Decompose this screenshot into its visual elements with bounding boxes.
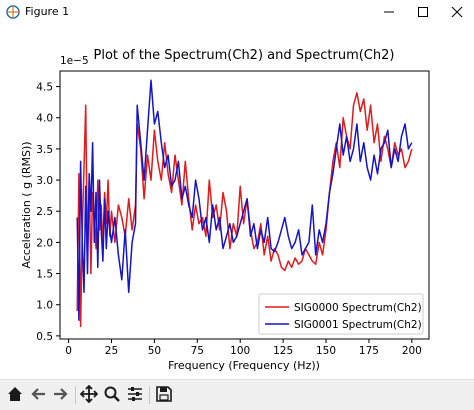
pan-button[interactable] <box>78 383 100 405</box>
configure-subplots-icon <box>128 387 142 401</box>
legend-label-sig0001: SIG0001 Spectrum(Ch2) <box>294 319 422 331</box>
x-tick-label: 50 <box>148 345 161 357</box>
home-button[interactable] <box>4 383 26 405</box>
x-tick-label: 150 <box>316 345 336 357</box>
window-title: Figure 1 <box>25 5 70 18</box>
maximize-icon <box>418 7 428 17</box>
y-tick-label: 0.5 <box>36 331 53 343</box>
configure-subplots-button[interactable] <box>124 383 146 405</box>
minimize-button[interactable] <box>372 0 406 24</box>
minimize-icon <box>384 11 394 13</box>
chart-title: Plot of the Spectrum(Ch2) and Spectrum(C… <box>94 48 395 63</box>
y-tick-label: 3.5 <box>36 144 53 156</box>
legend: SIG0000 Spectrum(Ch2) SIG0001 Spectrum(C… <box>258 293 424 335</box>
spectrum-chart: Plot of the Spectrum(Ch2) and Spectrum(C… <box>20 48 430 372</box>
figure-canvas[interactable]: Plot of the Spectrum(Ch2) and Spectrum(C… <box>0 24 474 379</box>
series-line-sig0000 <box>76 92 413 328</box>
y-tick-label: 2.5 <box>36 206 53 218</box>
y-offset-label: 1e−5 <box>60 55 89 67</box>
legend-box <box>258 293 424 335</box>
forward-button[interactable] <box>50 383 72 405</box>
toolbar-separator <box>149 386 150 404</box>
close-button[interactable] <box>440 0 474 24</box>
series-line-sig0001 <box>76 79 413 322</box>
save-icon <box>156 386 172 402</box>
x-tick-label: 125 <box>273 345 293 357</box>
toolbar-separator <box>75 386 76 404</box>
maximize-button[interactable] <box>406 0 440 24</box>
zoom-button[interactable] <box>101 383 123 405</box>
legend-label-sig0000: SIG0000 Spectrum(Ch2) <box>294 302 422 314</box>
forward-arrow-icon <box>54 388 68 400</box>
y-axis: 0.5 1.0 1.5 2.0 2.5 3.0 3.5 4.0 4.5 <box>36 82 60 343</box>
home-icon <box>8 387 22 401</box>
x-tick-label: 75 <box>191 345 204 357</box>
y-tick-label: 1.0 <box>36 300 53 312</box>
save-button[interactable] <box>153 383 175 405</box>
back-arrow-icon <box>31 388 45 400</box>
series-layer <box>76 79 413 328</box>
y-tick-label: 4.0 <box>36 113 53 125</box>
zoom-icon <box>104 386 120 402</box>
y-tick-label: 4.5 <box>36 82 53 94</box>
figure-app-icon <box>6 5 20 19</box>
back-button[interactable] <box>27 383 49 405</box>
y-tick-label: 1.5 <box>36 269 53 281</box>
window-title-bar: Figure 1 <box>0 0 474 24</box>
x-tick-label: 200 <box>402 345 422 357</box>
y-axis-label: Acceleration ( g (RMS)) <box>20 141 33 268</box>
x-tick-label: 25 <box>105 345 118 357</box>
close-icon <box>451 6 463 18</box>
y-tick-label: 3.0 <box>36 175 53 187</box>
x-tick-label: 0 <box>65 345 72 357</box>
navigation-toolbar <box>0 379 474 410</box>
x-axis-label: Frequency (Frequency (Hz)) <box>168 359 320 372</box>
pan-icon <box>80 385 98 403</box>
y-tick-label: 2.0 <box>36 237 53 249</box>
x-tick-label: 175 <box>359 345 379 357</box>
x-axis: 0 25 50 75 100 125 150 175 200 <box>65 339 422 357</box>
x-tick-label: 100 <box>230 345 250 357</box>
plot-frame <box>59 70 430 340</box>
